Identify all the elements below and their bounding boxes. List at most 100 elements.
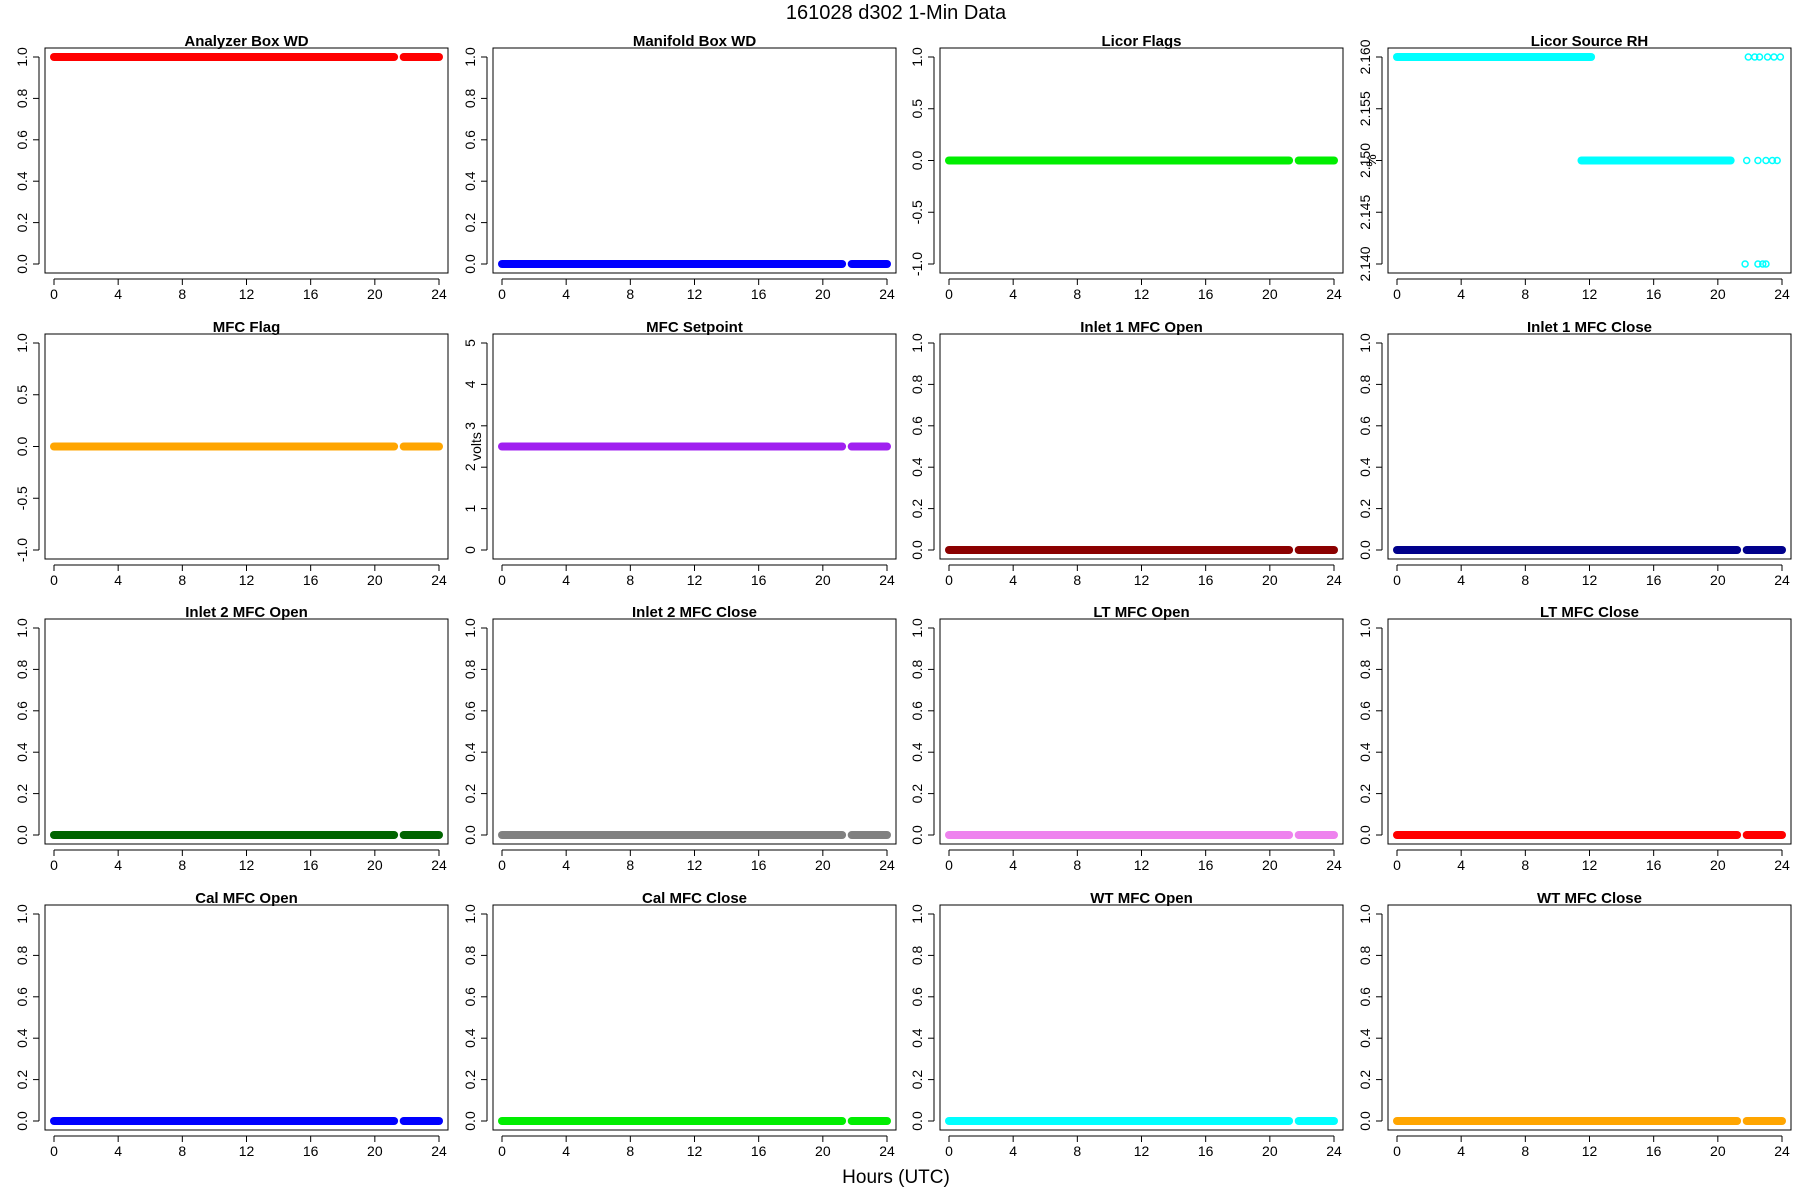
y-tick-label: 1.0 <box>1357 904 1373 924</box>
plot-frame <box>492 904 897 1131</box>
plot-frame <box>44 618 449 845</box>
x-tick-label: 12 <box>1134 286 1150 302</box>
panel: Cal MFC Close 0 4 8 12 16 20 24 0.0 0.2 0.4 0.6 0.8 1… <box>462 890 897 1159</box>
x-tick-label: 12 <box>687 572 703 588</box>
x-tick-label: 8 <box>626 857 634 873</box>
y-tick-label: 0.6 <box>14 987 30 1007</box>
x-tick-label: 24 <box>1326 286 1342 302</box>
x-tick-label: 12 <box>239 1143 255 1159</box>
x-tick-label: 24 <box>431 286 447 302</box>
panel-title: Cal MFC Open <box>195 890 298 907</box>
y-tick-label: 1.0 <box>14 618 30 638</box>
x-tick-label: 20 <box>367 286 383 302</box>
plot-frame <box>1387 904 1792 1131</box>
y-tick-label: 0.8 <box>462 88 478 108</box>
y-tick-label: 0.4 <box>909 457 925 477</box>
x-tick-label: 8 <box>1073 572 1081 588</box>
y-tick-label: 0.6 <box>909 416 925 436</box>
y-tick-label: 0.2 <box>14 213 30 233</box>
data-point <box>1754 156 1762 165</box>
plot-frame <box>1387 333 1792 560</box>
y-tick-label: 0.0 <box>462 1111 478 1131</box>
y-tick-label: 0.0 <box>909 1111 925 1131</box>
x-tick-label: 0 <box>945 1143 953 1159</box>
y-tick-label: 0.4 <box>14 742 30 762</box>
x-tick-label: 4 <box>562 857 570 873</box>
y-tick-label: 0.8 <box>1357 945 1373 965</box>
y-tick-label: 0.4 <box>462 1028 478 1048</box>
y-tick-label: 0.6 <box>462 987 478 1007</box>
x-tick-label: 8 <box>1521 286 1529 302</box>
x-tick-label: 0 <box>50 1143 58 1159</box>
y-tick-label: 0.5 <box>14 385 30 405</box>
y-tick-label: 0.4 <box>909 1028 925 1048</box>
y-tick-label: 3 <box>462 422 478 430</box>
y-tick-label: 2.145 <box>1357 195 1373 230</box>
y-tick-label: 0.0 <box>14 1111 30 1131</box>
x-tick-label: 24 <box>1774 857 1790 873</box>
panel-title: MFC Setpoint <box>646 319 743 336</box>
y-tick-label: 0.8 <box>1357 374 1373 394</box>
x-tick-label: 24 <box>1326 1143 1342 1159</box>
x-tick-label: 12 <box>1582 286 1598 302</box>
plot-frame <box>1387 618 1792 845</box>
x-tick-label: 4 <box>1009 1143 1017 1159</box>
y-tick-label: 0 <box>462 546 478 554</box>
x-tick-label: 16 <box>751 857 767 873</box>
x-tick-label: 20 <box>1262 857 1278 873</box>
x-tick-label: 16 <box>1198 1143 1214 1159</box>
x-tick-label: 20 <box>1710 857 1726 873</box>
y-tick-label: 0.6 <box>1357 416 1373 436</box>
y-tick-label: 0.6 <box>909 701 925 721</box>
y-tick-label: 2 <box>462 463 478 471</box>
x-tick-label: 16 <box>751 286 767 302</box>
x-tick-label: 12 <box>1134 1143 1150 1159</box>
x-tick-label: 20 <box>815 857 831 873</box>
x-tick-label: 0 <box>945 572 953 588</box>
panel-title: Licor Source RH <box>1531 33 1649 50</box>
x-tick-label: 16 <box>1646 286 1662 302</box>
x-tick-label: 0 <box>498 572 506 588</box>
x-tick-label: 12 <box>687 286 703 302</box>
data-point <box>1741 260 1749 268</box>
x-tick-label: 12 <box>1582 1143 1598 1159</box>
panel-title: Inlet 2 MFC Open <box>185 604 308 621</box>
x-tick-label: 8 <box>1073 1143 1081 1159</box>
x-tick-label: 0 <box>945 286 953 302</box>
y-tick-label: 1.0 <box>909 618 925 638</box>
x-tick-label: 0 <box>498 857 506 873</box>
y-tick-label: 2.150 <box>1357 143 1373 178</box>
panel-title: Inlet 2 MFC Close <box>632 604 757 621</box>
y-tick-label: 5 <box>462 339 478 347</box>
y-tick-label: 0.4 <box>14 171 30 191</box>
x-tick-label: 16 <box>1646 1143 1662 1159</box>
x-tick-label: 20 <box>1710 1143 1726 1159</box>
panel: Inlet 2 MFC Close 0 4 8 12 16 20 24 0.0 0.2 0.4 0.6… <box>462 604 897 873</box>
y-tick-label: 0.0 <box>909 825 925 845</box>
y-tick-label: 0.0 <box>14 825 30 845</box>
panel-title: Cal MFC Close <box>642 890 747 907</box>
y-tick-label: 1.0 <box>909 333 925 353</box>
y-tick-label: 1.0 <box>462 47 478 67</box>
y-tick-label: 0.6 <box>1357 701 1373 721</box>
plot-frame <box>939 333 1344 560</box>
plot-frame <box>939 618 1344 845</box>
y-tick-label: 0.6 <box>1357 987 1373 1007</box>
panel-title: Inlet 1 MFC Close <box>1527 319 1652 336</box>
x-tick-label: 4 <box>562 572 570 588</box>
x-tick-label: 20 <box>367 572 383 588</box>
y-tick-label: 1.0 <box>14 904 30 924</box>
x-tick-label: 4 <box>1457 286 1465 302</box>
x-tick-label: 8 <box>1073 286 1081 302</box>
data-point <box>1754 260 1762 268</box>
x-tick-label: 8 <box>178 1143 186 1159</box>
x-tick-label: 24 <box>431 1143 447 1159</box>
y-tick-label: 0.8 <box>909 374 925 394</box>
x-tick-label: 24 <box>431 572 447 588</box>
y-tick-label: 0.4 <box>462 742 478 762</box>
panel: Manifold Box WD 0 4 8 12 16 20 24 0.0 0.2 0.4 0.6 0.… <box>462 33 897 302</box>
y-tick-label: 1.0 <box>909 904 925 924</box>
y-tick-label: 1.0 <box>1357 333 1373 353</box>
x-tick-label: 12 <box>687 857 703 873</box>
x-tick-label: 8 <box>1521 572 1529 588</box>
